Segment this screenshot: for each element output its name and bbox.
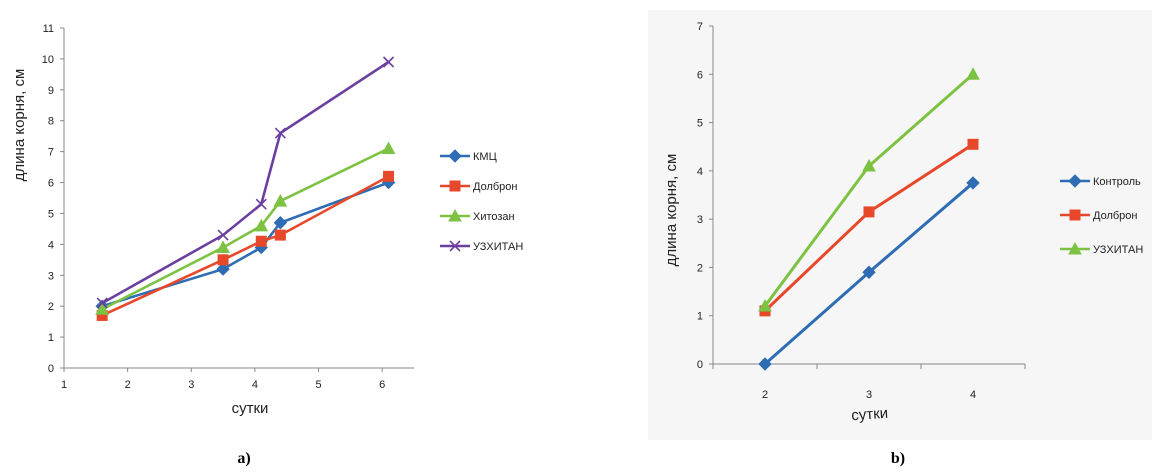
chart-b-background (648, 10, 1152, 440)
chart-a-series-3-point-2-stroke-b (255, 198, 267, 210)
chart-a-y-tick-label-7: 7 (48, 147, 54, 159)
chart-a-legend-marker-1 (449, 180, 461, 192)
chart-b-panel-label: b) (891, 450, 905, 467)
chart-a-legend-marker-2 (448, 208, 462, 222)
chart-b-y-tick-label-5: 5 (697, 118, 703, 130)
chart-a-y-tick-label-1: 1 (48, 332, 54, 344)
chart-a-series-2-point-4 (381, 141, 396, 155)
chart-b-legend-label-2: УЗХИТАН (1093, 244, 1143, 256)
chart-a-y-tick-label-3: 3 (48, 270, 54, 282)
chart-a-legend-marker-3-stroke-b (449, 240, 461, 252)
chart-a-y-tick-label-11: 11 (43, 23, 54, 35)
chart-b-x-tick-label-2: 4 (970, 389, 976, 401)
chart-a-panel-label: a) (237, 450, 250, 467)
chart-a-series-3-point-4 (382, 56, 395, 68)
chart-b-legend-label-0: Контроль (1093, 176, 1141, 188)
chart-b-series-0-point-1 (862, 265, 876, 279)
chart-a-y-tick-label-5: 5 (48, 208, 54, 220)
chart-b-series-0-point-2 (966, 176, 980, 190)
chart-a-y-tick-label-6: 6 (48, 178, 54, 190)
chart-b-y-ticks: 0 1 2 3 4 5 6 7 (697, 21, 713, 371)
chart-b-x-tick-label-0: 2 (762, 389, 768, 401)
chart-a-series-1-point-4 (383, 170, 395, 182)
chart-a-legend-label-3: УЗХИТАН (473, 241, 523, 253)
chart-b: 0 1 2 3 4 5 6 7 2 3 4 сутки длина корня, см Контр… (648, 10, 1152, 467)
chart-b-x-axis-label: сутки (851, 405, 889, 425)
chart-a-series-3-point-0-stroke-b (96, 297, 108, 309)
chart-b-series-2-point-1 (862, 158, 876, 172)
chart-a-legend-label-0: КМЦ (473, 151, 497, 163)
chart-a-y-tick-label-9: 9 (48, 85, 54, 97)
chart-b-series (758, 67, 980, 371)
chart-a-series-3-point-0 (96, 297, 108, 309)
chart-b-x-ticks: 2 3 4 (712, 364, 1026, 401)
chart-a-y-tick-label-4: 4 (48, 239, 54, 251)
chart-a-series (95, 56, 396, 321)
chart-b-series-1-point-1 (863, 206, 875, 218)
chart-a-x-tick-label-0: 1 (61, 379, 67, 391)
chart-b-series-0-point-0 (758, 357, 772, 371)
chart-b-y-axis-label: длина корня, см (663, 154, 680, 267)
chart-a-series-2-point-1 (216, 240, 230, 253)
chart-a-series-2-point-3 (273, 194, 288, 207)
chart-a-series-3-point-1-stroke-b (217, 229, 229, 241)
chart-a-series-3-point-3-stroke-b (274, 127, 286, 139)
chart-b-y-tick-label-0: 0 (697, 359, 703, 371)
chart-a-legend-label-1: Долброн (473, 181, 517, 193)
chart-a-y-tick-label-0: 0 (48, 363, 54, 375)
chart-b-series-2-point-2 (966, 67, 980, 80)
chart-a-x-axis-label: сутки (232, 400, 269, 417)
chart-a-series-3-point-1 (217, 229, 229, 241)
chart-a-series-1-point-3 (274, 229, 286, 241)
chart-b-y-tick-label-1: 1 (697, 311, 703, 323)
chart-a-y-ticks: 0 1 2 3 4 5 6 7 8 9 10 11 (42, 23, 64, 375)
chart-a-x-tick-label-5: 6 (379, 379, 385, 391)
chart-b-legend-marker-0 (1068, 174, 1082, 188)
chart-a-x-tick-label-2: 3 (188, 379, 194, 391)
chart-b-y-tick-label-4: 4 (697, 166, 703, 178)
chart-a-series-2-point-0 (95, 302, 110, 315)
chart-b-legend-marker-1 (1069, 209, 1081, 221)
chart-a-series-1-point-2 (255, 235, 267, 247)
chart-a-series-3-point-3 (274, 127, 286, 139)
chart-b-y-tick-label-7: 7 (697, 21, 703, 33)
chart-b-legend-marker-2 (1068, 241, 1082, 255)
chart-b-y-tick-label-6: 6 (697, 69, 703, 81)
chart-a-legend-label-2: Хитозан (473, 211, 515, 223)
chart-a-y-tick-label-2: 2 (48, 301, 54, 313)
chart-b-y-tick-label-2: 2 (697, 262, 703, 274)
chart-a-series-2-point-2 (254, 218, 269, 232)
chart-a-legend-marker-0 (448, 149, 462, 163)
chart-a-series-0-point-1 (216, 262, 230, 276)
chart-a-series-3-point-2 (255, 198, 267, 210)
chart-b-series-2-point-0 (758, 299, 772, 312)
chart-b-x-tick-label-1: 3 (866, 389, 872, 401)
chart-b-legend: Контроль Долброн УЗХИТАН (1060, 174, 1143, 256)
chart-a-series-1-point-1 (217, 254, 229, 266)
chart-a-y-tick-label-8: 8 (48, 116, 54, 128)
chart-a-x-tick-label-4: 5 (315, 379, 321, 391)
chart-b-series-1-point-2 (967, 138, 979, 150)
chart-a-y-tick-label-10: 10 (42, 54, 54, 66)
chart-b-legend-label-1: Долброн (1093, 210, 1137, 222)
chart-a-x-ticks: 1 2 3 4 5 6 (61, 368, 385, 391)
chart-a-series-0-point-3 (273, 216, 288, 230)
chart-a-x-tick-label-1: 2 (125, 379, 131, 391)
chart-a-x-tick-label-3: 4 (252, 379, 258, 391)
chart-a-legend-marker-3 (449, 240, 461, 252)
chart-a-legend: КМЦ Долброн Хитозан УЗХИТАН (440, 149, 523, 253)
chart-b-y-tick-label-3: 3 (697, 214, 703, 226)
chart-a-y-axis-label: длина корня, см (11, 69, 28, 182)
chart-a-series-3-point-4-stroke-b (382, 56, 395, 68)
